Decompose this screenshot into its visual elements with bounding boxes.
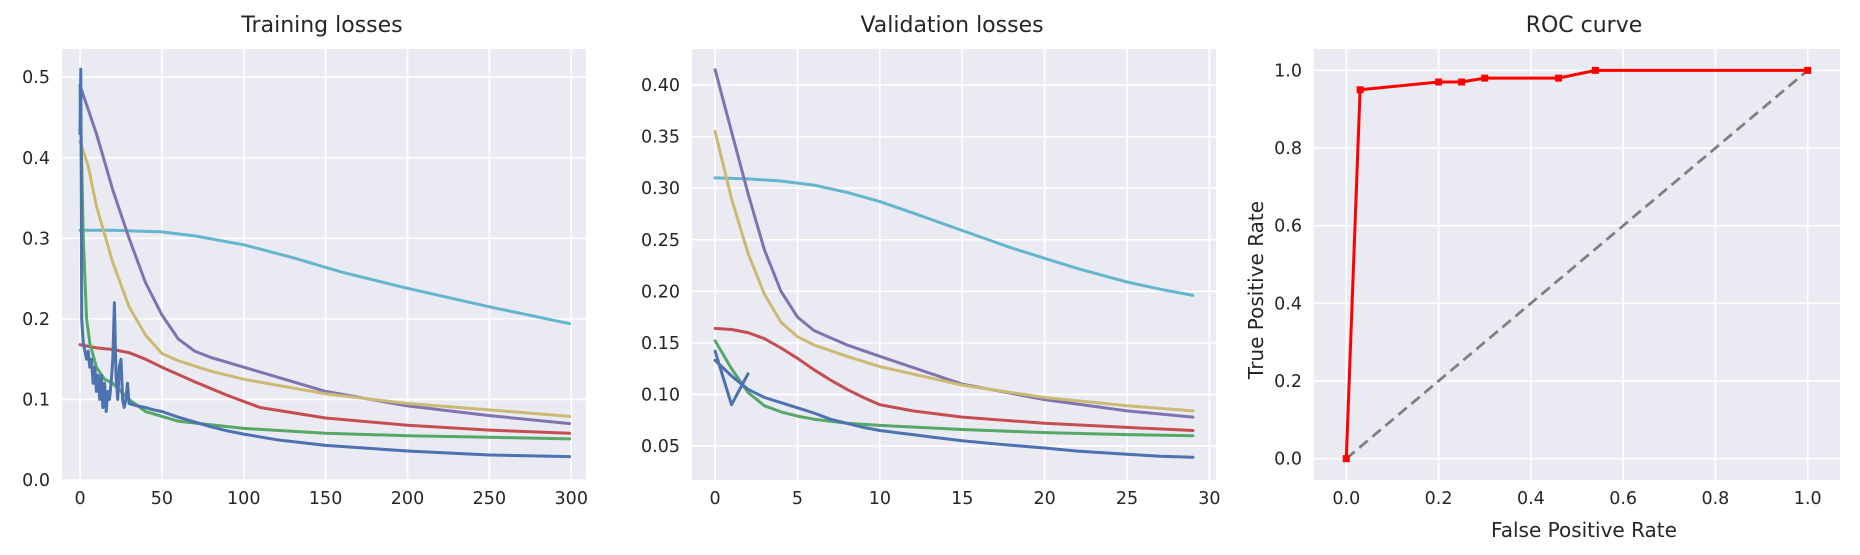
val-series-line [713, 176, 1195, 297]
roc-series-line [1345, 69, 1809, 460]
train-y-tick-label: 0.2 [22, 310, 50, 330]
roc-x-axis-label: False Positive Rate [1491, 518, 1677, 542]
training-losses-panel: Training losses 0 50 100 150 200 250 300 0.0 0.1… [22, 13, 588, 509]
train-x-tick-label: 250 [473, 489, 506, 509]
roc-curve-panel: ROC curve False Positive Rate True Posit… [1244, 13, 1840, 542]
val-ticks: 0 5 10 15 20 25 30 0.05 0.10 0.15 0.20 0.25 0.30 0.35… [641, 76, 1221, 509]
train-x-tick-label: 150 [309, 489, 342, 509]
train-series-line [78, 67, 572, 459]
train-series-line [78, 83, 572, 426]
train-x-tick-label: 50 [151, 489, 173, 509]
roc-y-tick-label: 1.0 [1274, 61, 1302, 81]
val-y-tick-label: 0.40 [641, 76, 680, 96]
roc-y-tick-label: 0.4 [1274, 294, 1302, 314]
val-series-line [713, 130, 1195, 413]
roc-x-tick-label: 0.0 [1332, 489, 1360, 509]
train-series-line [78, 140, 572, 418]
roc-point-marker [1458, 78, 1466, 86]
roc-grid [1314, 49, 1840, 480]
val-series-line [713, 68, 1195, 419]
val-series-line [713, 326, 1195, 432]
val-y-tick-label: 0.10 [641, 385, 680, 405]
val-y-tick-label: 0.30 [641, 179, 680, 199]
val-series-line [713, 358, 1195, 459]
val-y-tick-label: 0.20 [641, 282, 680, 302]
roc-point-marker [1356, 86, 1364, 94]
val-x-tick-label: 15 [951, 489, 973, 509]
val-y-tick-label: 0.05 [641, 437, 680, 457]
val-y-tick-label: 0.25 [641, 231, 680, 251]
roc-x-tick-label: 0.4 [1517, 489, 1545, 509]
val-x-tick-label: 10 [869, 489, 891, 509]
val-x-tick-label: 30 [1198, 489, 1220, 509]
roc-series-line [1344, 68, 1810, 461]
validation-losses-panel: Validation losses 0 5 10 15 20 25 30 0.05 0.10 0.… [641, 13, 1221, 509]
roc-x-tick-label: 0.2 [1425, 489, 1453, 509]
train-x-tick-label: 100 [227, 489, 260, 509]
roc-y-tick-label: 0.0 [1274, 450, 1302, 470]
val-x-tick-label: 25 [1116, 489, 1138, 509]
train-x-tick-label: 0 [74, 489, 85, 509]
training-losses-title: Training losses [240, 13, 402, 38]
val-x-tick-label: 5 [792, 489, 803, 509]
train-y-tick-label: 0.1 [22, 390, 50, 410]
roc-y-tick-label: 0.2 [1274, 372, 1302, 392]
val-plot-area [692, 49, 1216, 480]
train-x-tick-label: 300 [555, 489, 588, 509]
train-y-tick-label: 0.5 [22, 68, 50, 88]
train-x-tick-label: 200 [391, 489, 424, 509]
val-y-tick-label: 0.35 [641, 128, 680, 148]
roc-point-marker [1591, 66, 1599, 74]
val-series-line [713, 339, 1195, 438]
roc-ticks: 0.0 0.2 0.4 0.6 0.8 1.0 0.0 0.2 0.4 0.6 0.8 1.0 [1274, 61, 1821, 509]
train-ticks: 0 50 100 150 200 250 300 0.0 0.1 0.2 0.3 0.4 0.5 [22, 68, 588, 509]
train-grid [62, 49, 586, 481]
roc-y-axis-label: True Positive Rate [1244, 201, 1268, 380]
roc-point-marker [1804, 66, 1812, 74]
roc-point-marker [1342, 455, 1350, 463]
roc-y-tick-label: 0.8 [1274, 139, 1302, 159]
train-y-tick-label: 0.0 [22, 471, 50, 491]
roc-plot-area [1314, 49, 1840, 480]
val-y-tick-label: 0.15 [641, 334, 680, 354]
train-y-tick-label: 0.4 [22, 149, 50, 169]
roc-point-marker [1435, 78, 1443, 86]
val-grid [692, 49, 1216, 480]
roc-point-marker [1481, 74, 1489, 82]
val-x-tick-label: 0 [709, 489, 720, 509]
roc-curve-title: ROC curve [1526, 13, 1643, 38]
roc-x-tick-label: 0.8 [1701, 489, 1729, 509]
roc-x-tick-label: 1.0 [1794, 489, 1822, 509]
val-x-tick-label: 20 [1033, 489, 1055, 509]
train-plot-area [62, 49, 586, 480]
validation-losses-title: Validation losses [860, 13, 1043, 38]
roc-point-marker [1555, 74, 1563, 82]
roc-x-tick-label: 0.6 [1609, 489, 1637, 509]
train-y-tick-label: 0.3 [22, 229, 50, 249]
roc-y-tick-label: 0.6 [1274, 217, 1302, 237]
